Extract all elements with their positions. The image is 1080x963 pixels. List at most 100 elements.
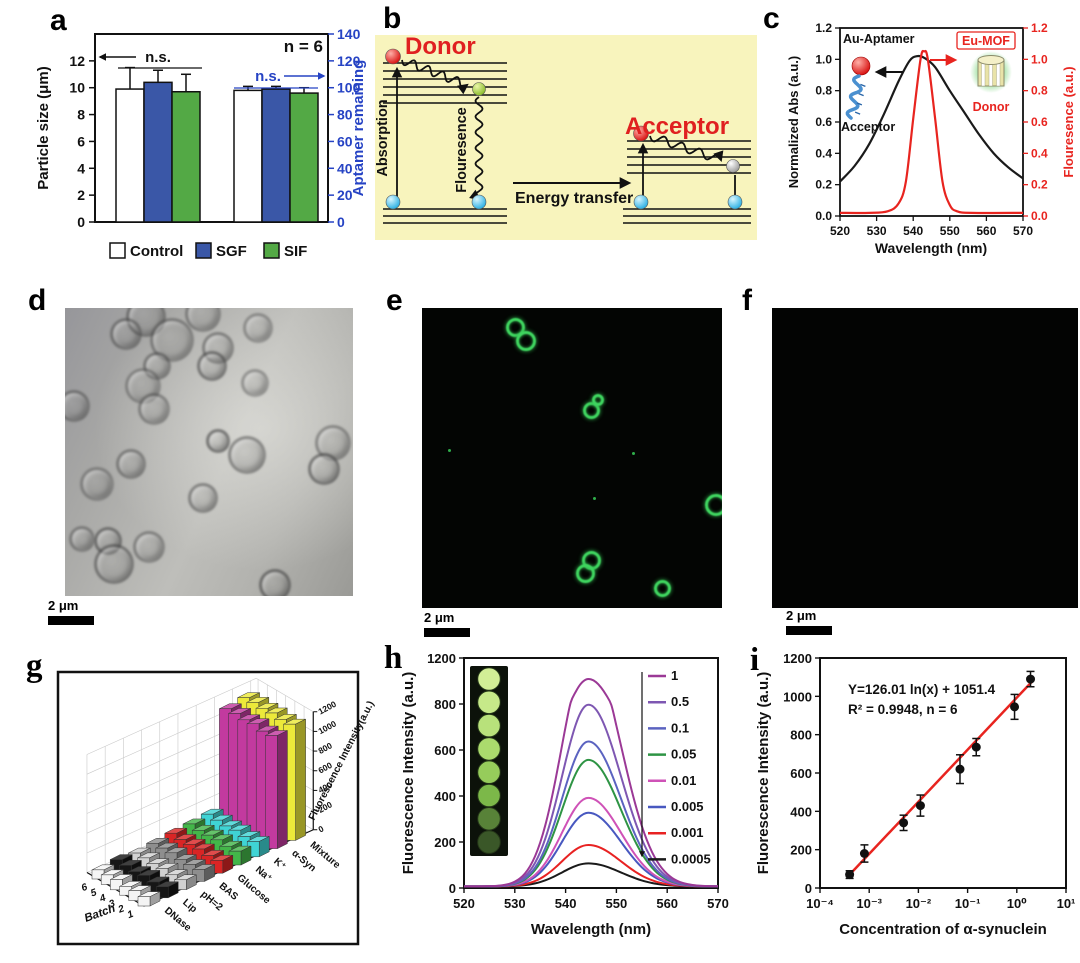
svg-text:6: 6 bbox=[77, 133, 85, 149]
svg-text:SIF: SIF bbox=[284, 243, 307, 260]
svg-text:0: 0 bbox=[449, 881, 456, 896]
svg-text:600: 600 bbox=[790, 766, 812, 781]
svg-text:0.5: 0.5 bbox=[671, 694, 689, 709]
svg-text:1200: 1200 bbox=[427, 651, 456, 666]
panel-label-c: c bbox=[763, 2, 780, 35]
svg-text:SGF: SGF bbox=[216, 243, 247, 260]
panel-label-f: f bbox=[742, 284, 752, 317]
svg-text:n = 6: n = 6 bbox=[284, 37, 323, 56]
panel-label-b: b bbox=[383, 2, 402, 35]
svg-text:40: 40 bbox=[337, 160, 353, 176]
svg-text:Acceptor: Acceptor bbox=[625, 113, 729, 140]
svg-text:1.0: 1.0 bbox=[1031, 52, 1048, 66]
scale-bar-d: 2 μm bbox=[48, 598, 94, 625]
cell bbox=[259, 568, 292, 596]
svg-text:80: 80 bbox=[337, 107, 353, 123]
svg-text:550: 550 bbox=[940, 224, 960, 238]
svg-text:5: 5 bbox=[89, 887, 98, 899]
panel-h-emission-spectra-chart: 0 200 400 600 800 1200 520 530 540 550 560 570 Fluor… bbox=[400, 651, 729, 938]
svg-text:0.005: 0.005 bbox=[671, 799, 704, 814]
scale-bar-f-bar bbox=[786, 626, 832, 635]
panel-label-d: d bbox=[28, 284, 47, 317]
fluorescent-ring bbox=[653, 580, 671, 597]
svg-text:Donor: Donor bbox=[405, 33, 476, 60]
fluorescent-ring bbox=[591, 393, 604, 406]
svg-text:100: 100 bbox=[337, 80, 361, 96]
svg-text:Au-Aptamer: Au-Aptamer bbox=[843, 32, 915, 46]
svg-text:0: 0 bbox=[317, 823, 326, 834]
svg-text:0.0: 0.0 bbox=[815, 209, 832, 223]
svg-text:540: 540 bbox=[903, 224, 923, 238]
svg-text:0.0: 0.0 bbox=[1031, 209, 1048, 223]
svg-text:560: 560 bbox=[976, 224, 996, 238]
fluorescent-ring bbox=[576, 564, 595, 583]
svg-text:0: 0 bbox=[805, 881, 812, 896]
svg-text:10⁰: 10⁰ bbox=[1007, 896, 1027, 911]
scale-bar-e-label: 2 μm bbox=[424, 610, 455, 625]
svg-text:Fluorescence Intensity (a.u.): Fluorescence Intensity (a.u.) bbox=[400, 672, 417, 875]
svg-text:10⁻¹: 10⁻¹ bbox=[955, 896, 981, 911]
fluorescent-ring bbox=[705, 493, 722, 516]
svg-text:1200: 1200 bbox=[783, 651, 812, 666]
scale-bar-d-bar bbox=[48, 616, 94, 625]
svg-text:0.2: 0.2 bbox=[815, 178, 832, 192]
svg-text:560: 560 bbox=[656, 896, 678, 911]
scale-bar-d-label: 2 μm bbox=[48, 598, 79, 613]
cell bbox=[188, 483, 219, 514]
fluorescent-ring bbox=[515, 331, 536, 351]
panel-label-i: i bbox=[750, 642, 760, 678]
svg-text:Aptamer remaining: Aptamer remaining bbox=[350, 60, 367, 197]
svg-text:8: 8 bbox=[77, 107, 85, 123]
svg-text:0.8: 0.8 bbox=[815, 84, 832, 98]
svg-text:60: 60 bbox=[337, 133, 353, 149]
svg-text:1.2: 1.2 bbox=[1031, 21, 1048, 35]
svg-text:520: 520 bbox=[453, 896, 475, 911]
cell bbox=[132, 531, 165, 564]
fluorescent-dot bbox=[632, 452, 635, 455]
panel-i-calibration-chart: 0 200 400 600 800 1000 1200 10⁻⁴ 10⁻³ 10⁻² 10⁻¹ 10⁰… bbox=[755, 651, 1075, 938]
svg-text:540: 540 bbox=[555, 896, 577, 911]
svg-text:Fluorescence Intensity (a.u.): Fluorescence Intensity (a.u.) bbox=[755, 672, 772, 875]
svg-text:10: 10 bbox=[69, 80, 85, 96]
svg-text:4: 4 bbox=[98, 892, 108, 905]
svg-text:0: 0 bbox=[337, 214, 345, 230]
svg-text:6: 6 bbox=[80, 882, 89, 894]
svg-text:Y=126.01 ln(x) + 1051.4: Y=126.01 ln(x) + 1051.4 bbox=[848, 682, 996, 697]
cell bbox=[205, 428, 230, 453]
scale-bar-e-bar bbox=[424, 628, 470, 637]
svg-text:1.2: 1.2 bbox=[815, 21, 832, 35]
svg-text:0.6: 0.6 bbox=[815, 115, 832, 129]
svg-text:570: 570 bbox=[707, 896, 729, 911]
svg-text:200: 200 bbox=[434, 835, 456, 850]
svg-text:0.4: 0.4 bbox=[815, 146, 832, 160]
svg-text:Wavelength (nm): Wavelength (nm) bbox=[531, 921, 651, 938]
svg-text:4: 4 bbox=[77, 160, 85, 176]
svg-text:400: 400 bbox=[790, 804, 812, 819]
fluorescent-dot bbox=[593, 497, 596, 500]
svg-text:12: 12 bbox=[69, 53, 85, 69]
cell bbox=[243, 313, 274, 344]
svg-text:0.0005: 0.0005 bbox=[671, 851, 711, 866]
svg-text:570: 570 bbox=[1013, 224, 1033, 238]
svg-text:0.1: 0.1 bbox=[671, 720, 689, 735]
svg-text:0.05: 0.05 bbox=[671, 747, 696, 762]
svg-text:200: 200 bbox=[790, 843, 812, 858]
svg-text:1.0: 1.0 bbox=[815, 52, 832, 66]
panel-b-fret-diagram: Donor Acceptor Absorption Flouresence Energy… bbox=[375, 33, 757, 240]
svg-text:10⁻²: 10⁻² bbox=[906, 896, 932, 911]
cell bbox=[197, 350, 227, 381]
cell bbox=[94, 544, 135, 585]
svg-text:n.s.: n.s. bbox=[145, 49, 171, 66]
cell bbox=[116, 448, 147, 479]
svg-text:Flouresence: Flouresence bbox=[454, 107, 470, 192]
panel-label-h: h bbox=[384, 640, 403, 676]
cell bbox=[79, 466, 114, 501]
svg-text:0.4: 0.4 bbox=[1031, 146, 1048, 160]
svg-text:Normalized Abs (a.u.): Normalized Abs (a.u.) bbox=[786, 56, 801, 188]
cell bbox=[109, 318, 142, 351]
svg-text:10⁻⁴: 10⁻⁴ bbox=[806, 896, 834, 911]
svg-text:2: 2 bbox=[116, 903, 126, 916]
scale-bar-f-label: 2 μm bbox=[786, 608, 817, 623]
